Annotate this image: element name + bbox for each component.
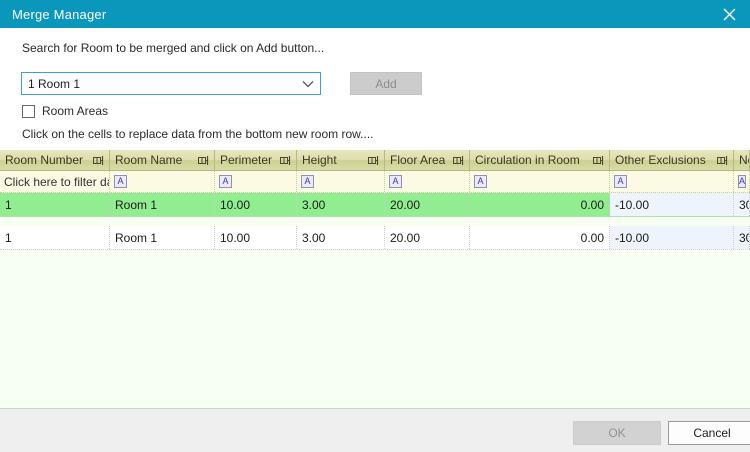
column-header-label: Ne [739,153,749,167]
filter-cell[interactable]: A [385,171,470,192]
ok-button[interactable]: OK [573,421,661,445]
column-header[interactable]: Room Number [0,150,110,170]
room-areas-checkbox-box[interactable] [22,104,35,118]
table-cell[interactable]: 30 [734,193,750,216]
column-header-label: Room Name [115,153,183,167]
column-header[interactable]: Floor Area [385,150,470,170]
instruction-cells-text: Click on the cells to replace data from … [22,127,374,141]
filter-mode-icon[interactable]: A [614,175,627,188]
room-areas-checkbox[interactable]: Room Areas [22,104,108,118]
window-title: Merge Manager [12,6,107,22]
column-pin-icon[interactable] [592,154,605,167]
table-cell[interactable]: 3.00 [297,226,385,249]
room-search-value: 1 Room 1 [28,76,81,91]
filter-cell[interactable]: A [610,171,734,192]
column-header[interactable]: Circulation in Room [470,150,610,170]
table-cell[interactable]: 3.00 [297,193,385,216]
column-pin-icon[interactable] [92,154,105,167]
dialog-footer: OK Cancel [0,408,750,452]
filter-mode-icon[interactable]: A [738,175,747,188]
filter-cell[interactable]: A [734,171,750,192]
column-pin-icon[interactable] [197,154,210,167]
column-header[interactable]: Height [297,150,385,170]
room-search-combobox[interactable]: 1 Room 1 [21,72,321,95]
add-button[interactable]: Add [350,72,422,95]
instruction-search-text: Search for Room to be merged and click o… [22,41,325,55]
table-cell[interactable]: 20.00 [385,226,470,249]
table-cell[interactable]: 30 [734,226,750,249]
table-cell[interactable]: 10.00 [215,226,297,249]
grid-filter-row[interactable]: Click here to filter data... A A A A A A A [0,171,750,193]
table-cell[interactable]: Room 1 [110,226,215,249]
filter-cell[interactable]: A [110,171,215,192]
column-pin-icon[interactable] [279,154,292,167]
column-header-label: Circulation in Room [475,153,580,167]
column-header-label: Other Exclusions [615,153,706,167]
cancel-button[interactable]: Cancel [668,421,750,445]
column-header[interactable]: Ne [734,150,750,170]
table-cell[interactable]: 1 [0,226,110,249]
column-header[interactable]: Perimeter [215,150,297,170]
chevron-down-icon[interactable] [296,80,320,88]
room-areas-label: Room Areas [42,104,109,118]
column-header[interactable]: Other Exclusions [610,150,734,170]
filter-cell[interactable]: A [215,171,297,192]
table-cell[interactable]: 20.00 [385,193,470,216]
column-header[interactable]: Room Name [110,150,215,170]
table-cell[interactable]: Room 1 [110,193,215,216]
table-cell[interactable]: 1 [0,193,110,216]
column-pin-icon[interactable] [452,154,465,167]
filter-mode-icon[interactable]: A [389,175,402,188]
table-cell[interactable]: -10.00 [610,193,734,216]
filter-mode-icon[interactable]: A [474,175,487,188]
table-cell[interactable]: -10.00 [610,226,734,249]
grid-header-row: Room Number Room Name Perimeter Height Floor… [0,150,750,171]
table-cell[interactable]: 10.00 [215,193,297,216]
filter-prompt-label: Click here to filter data... [4,174,109,189]
filter-mode-icon[interactable]: A [301,175,314,188]
dialog-body: Search for Room to be merged and click o… [0,28,750,408]
row-separator [0,217,750,226]
filter-cell[interactable]: Click here to filter data... [0,171,110,192]
column-pin-icon[interactable] [716,154,729,167]
close-icon[interactable] [708,0,750,28]
window-titlebar: Merge Manager [0,0,750,28]
filter-cell[interactable]: A [470,171,610,192]
column-header-label: Floor Area [390,153,446,167]
merge-data-grid: Room Number Room Name Perimeter Height Floor… [0,150,750,408]
column-header-label: Height [302,153,337,167]
column-header-label: Perimeter [220,153,273,167]
table-cell[interactable]: 0.00 [470,193,610,216]
column-pin-icon[interactable] [367,154,380,167]
table-cell[interactable]: 0.00 [470,226,610,249]
filter-cell[interactable]: A [297,171,385,192]
filter-mode-icon[interactable]: A [219,175,232,188]
filter-mode-icon[interactable]: A [114,175,127,188]
column-header-label: Room Number [5,153,84,167]
